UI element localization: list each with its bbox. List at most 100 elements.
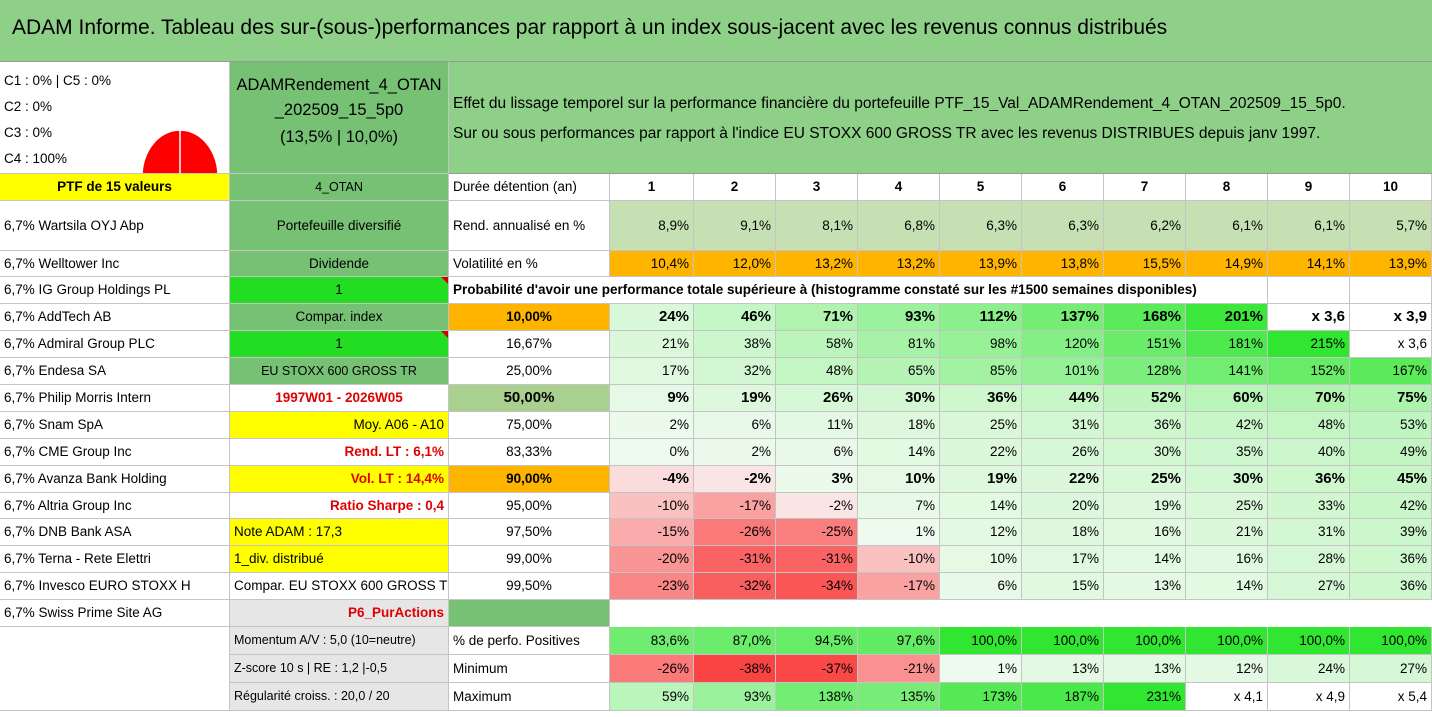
quantile-value: 181% (1186, 331, 1268, 358)
quantile-value: 49% (1350, 439, 1432, 466)
vol-value: 13,2% (858, 251, 940, 277)
positives-value: 100,0% (1268, 627, 1350, 655)
positives-value: 100,0% (1104, 627, 1186, 655)
quantile-value: 6% (776, 439, 858, 466)
positives-value: 100,0% (1350, 627, 1432, 655)
quantile-value: 27% (1268, 573, 1350, 600)
adam-score: Note ADAM : 17,3 (230, 519, 449, 546)
rend-value: 9,1% (694, 201, 776, 251)
report-title-bar: ADAM Informe. Tableau des sur-(sous-)per… (0, 0, 1432, 62)
holding-row: 6,7% Invesco EURO STOXX H (0, 573, 230, 600)
minimum-value: -38% (694, 655, 776, 683)
quantile-value: 12% (940, 519, 1022, 546)
quantile-prob: 83,33% (449, 439, 610, 466)
year-header: 7 (1104, 174, 1186, 201)
quantile-value: 13% (1104, 573, 1186, 600)
vol-value: 12,0% (694, 251, 776, 277)
quantile-value: 14% (858, 439, 940, 466)
cell (449, 600, 610, 627)
quantile-prob: 90,00% (449, 466, 610, 493)
quantile-value: 46% (694, 304, 776, 331)
fund-name-line1: ADAMRendement_4_OTAN (236, 76, 442, 94)
quantile-value: 35% (1186, 439, 1268, 466)
quantile-value: 11% (776, 412, 858, 439)
maximum-value: 93% (694, 683, 776, 711)
quantile-value: 30% (858, 385, 940, 412)
quantile-value: 151% (1104, 331, 1186, 358)
vol-label: Volatilité en % (449, 251, 610, 277)
diversification-label: Portefeuille diversifié (230, 201, 449, 251)
quantile-value: 32% (694, 358, 776, 385)
sector-tag: 4_OTAN (230, 174, 449, 201)
quantile-value: 26% (776, 385, 858, 412)
minimum-value: 13% (1104, 655, 1186, 683)
quantile-value: 16% (1186, 546, 1268, 573)
quantile-value: 36% (940, 385, 1022, 412)
quantile-value: 25% (1104, 466, 1186, 493)
period-label: 1997W01 - 2026W05 (230, 385, 449, 412)
quantile-value: 71% (776, 304, 858, 331)
positives-value: 97,6% (858, 627, 940, 655)
rend-value: 6,3% (1022, 201, 1104, 251)
quantile-value: 93% (858, 304, 940, 331)
quantile-value: 152% (1268, 358, 1350, 385)
minimum-value: 24% (1268, 655, 1350, 683)
quantile-value: 98% (940, 331, 1022, 358)
positives-value: 87,0% (694, 627, 776, 655)
year-header: 8 (1186, 174, 1268, 201)
allocation-line: C4 : 100% (4, 151, 68, 166)
regularity-label: Régularité croiss. : 20,0 / 20 (230, 683, 449, 711)
quantile-value: 21% (610, 331, 694, 358)
holding-row: 6,7% Snam SpA (0, 412, 230, 439)
maximum-label: Maximum (449, 683, 610, 711)
quantile-value: -32% (694, 573, 776, 600)
quantile-value: -20% (610, 546, 694, 573)
quantile-value: -31% (776, 546, 858, 573)
quantile-value: 19% (694, 385, 776, 412)
quantile-value: 36% (1350, 573, 1432, 600)
maximum-value: x 4,9 (1268, 683, 1350, 711)
quantile-value: -10% (610, 493, 694, 519)
holding-row: 6,7% Welltower Inc (0, 251, 230, 277)
rend-value: 6,1% (1186, 201, 1268, 251)
quantile-value: 52% (1104, 385, 1186, 412)
rend-value: 8,1% (776, 201, 858, 251)
quantile-value: 17% (610, 358, 694, 385)
holding-row: 6,7% Wartsila OYJ Abp (0, 201, 230, 251)
positives-value: 100,0% (1186, 627, 1268, 655)
allocation-line: C2 : 0% (4, 99, 53, 114)
quantile-value: -2% (694, 466, 776, 493)
quantile-value: 19% (940, 466, 1022, 493)
vol-value: 14,9% (1186, 251, 1268, 277)
maximum-value: 59% (610, 683, 694, 711)
long-term-volatility: Vol. LT : 14,4% (230, 466, 449, 493)
quantile-value: 2% (694, 439, 776, 466)
maximum-value: 187% (1022, 683, 1104, 711)
quantile-value: 168% (1104, 304, 1186, 331)
year-header: 1 (610, 174, 694, 201)
vol-value: 13,9% (940, 251, 1022, 277)
quantile-value: 6% (940, 573, 1022, 600)
quantile-value: 128% (1104, 358, 1186, 385)
fund-returns: (13,5% | 10,0%) (279, 128, 398, 146)
quantile-value: 2% (610, 412, 694, 439)
quantile-value: -23% (610, 573, 694, 600)
quantile-value: 58% (776, 331, 858, 358)
portfolio-header: PTF de 15 valeurs (0, 174, 230, 201)
analysis-header: Effet du lissage temporel sur la perform… (449, 62, 1432, 174)
quantile-value: -31% (694, 546, 776, 573)
rend-label: Rend. annualisé en % (449, 201, 610, 251)
quantile-value: 30% (1186, 466, 1268, 493)
rend-value: 8,9% (610, 201, 694, 251)
vol-value: 13,9% (1350, 251, 1432, 277)
dividend-mode: 1_div. distribué (230, 546, 449, 573)
portfolio-type: P6_PurActions (230, 600, 449, 627)
cell (1350, 277, 1432, 304)
allocation-line: C3 : 0% (4, 125, 53, 140)
quantile-value: 19% (1104, 493, 1186, 519)
quantile-value: 1% (858, 519, 940, 546)
maximum-value: 135% (858, 683, 940, 711)
quantile-value: 0% (610, 439, 694, 466)
quantile-value: 28% (1268, 546, 1350, 573)
